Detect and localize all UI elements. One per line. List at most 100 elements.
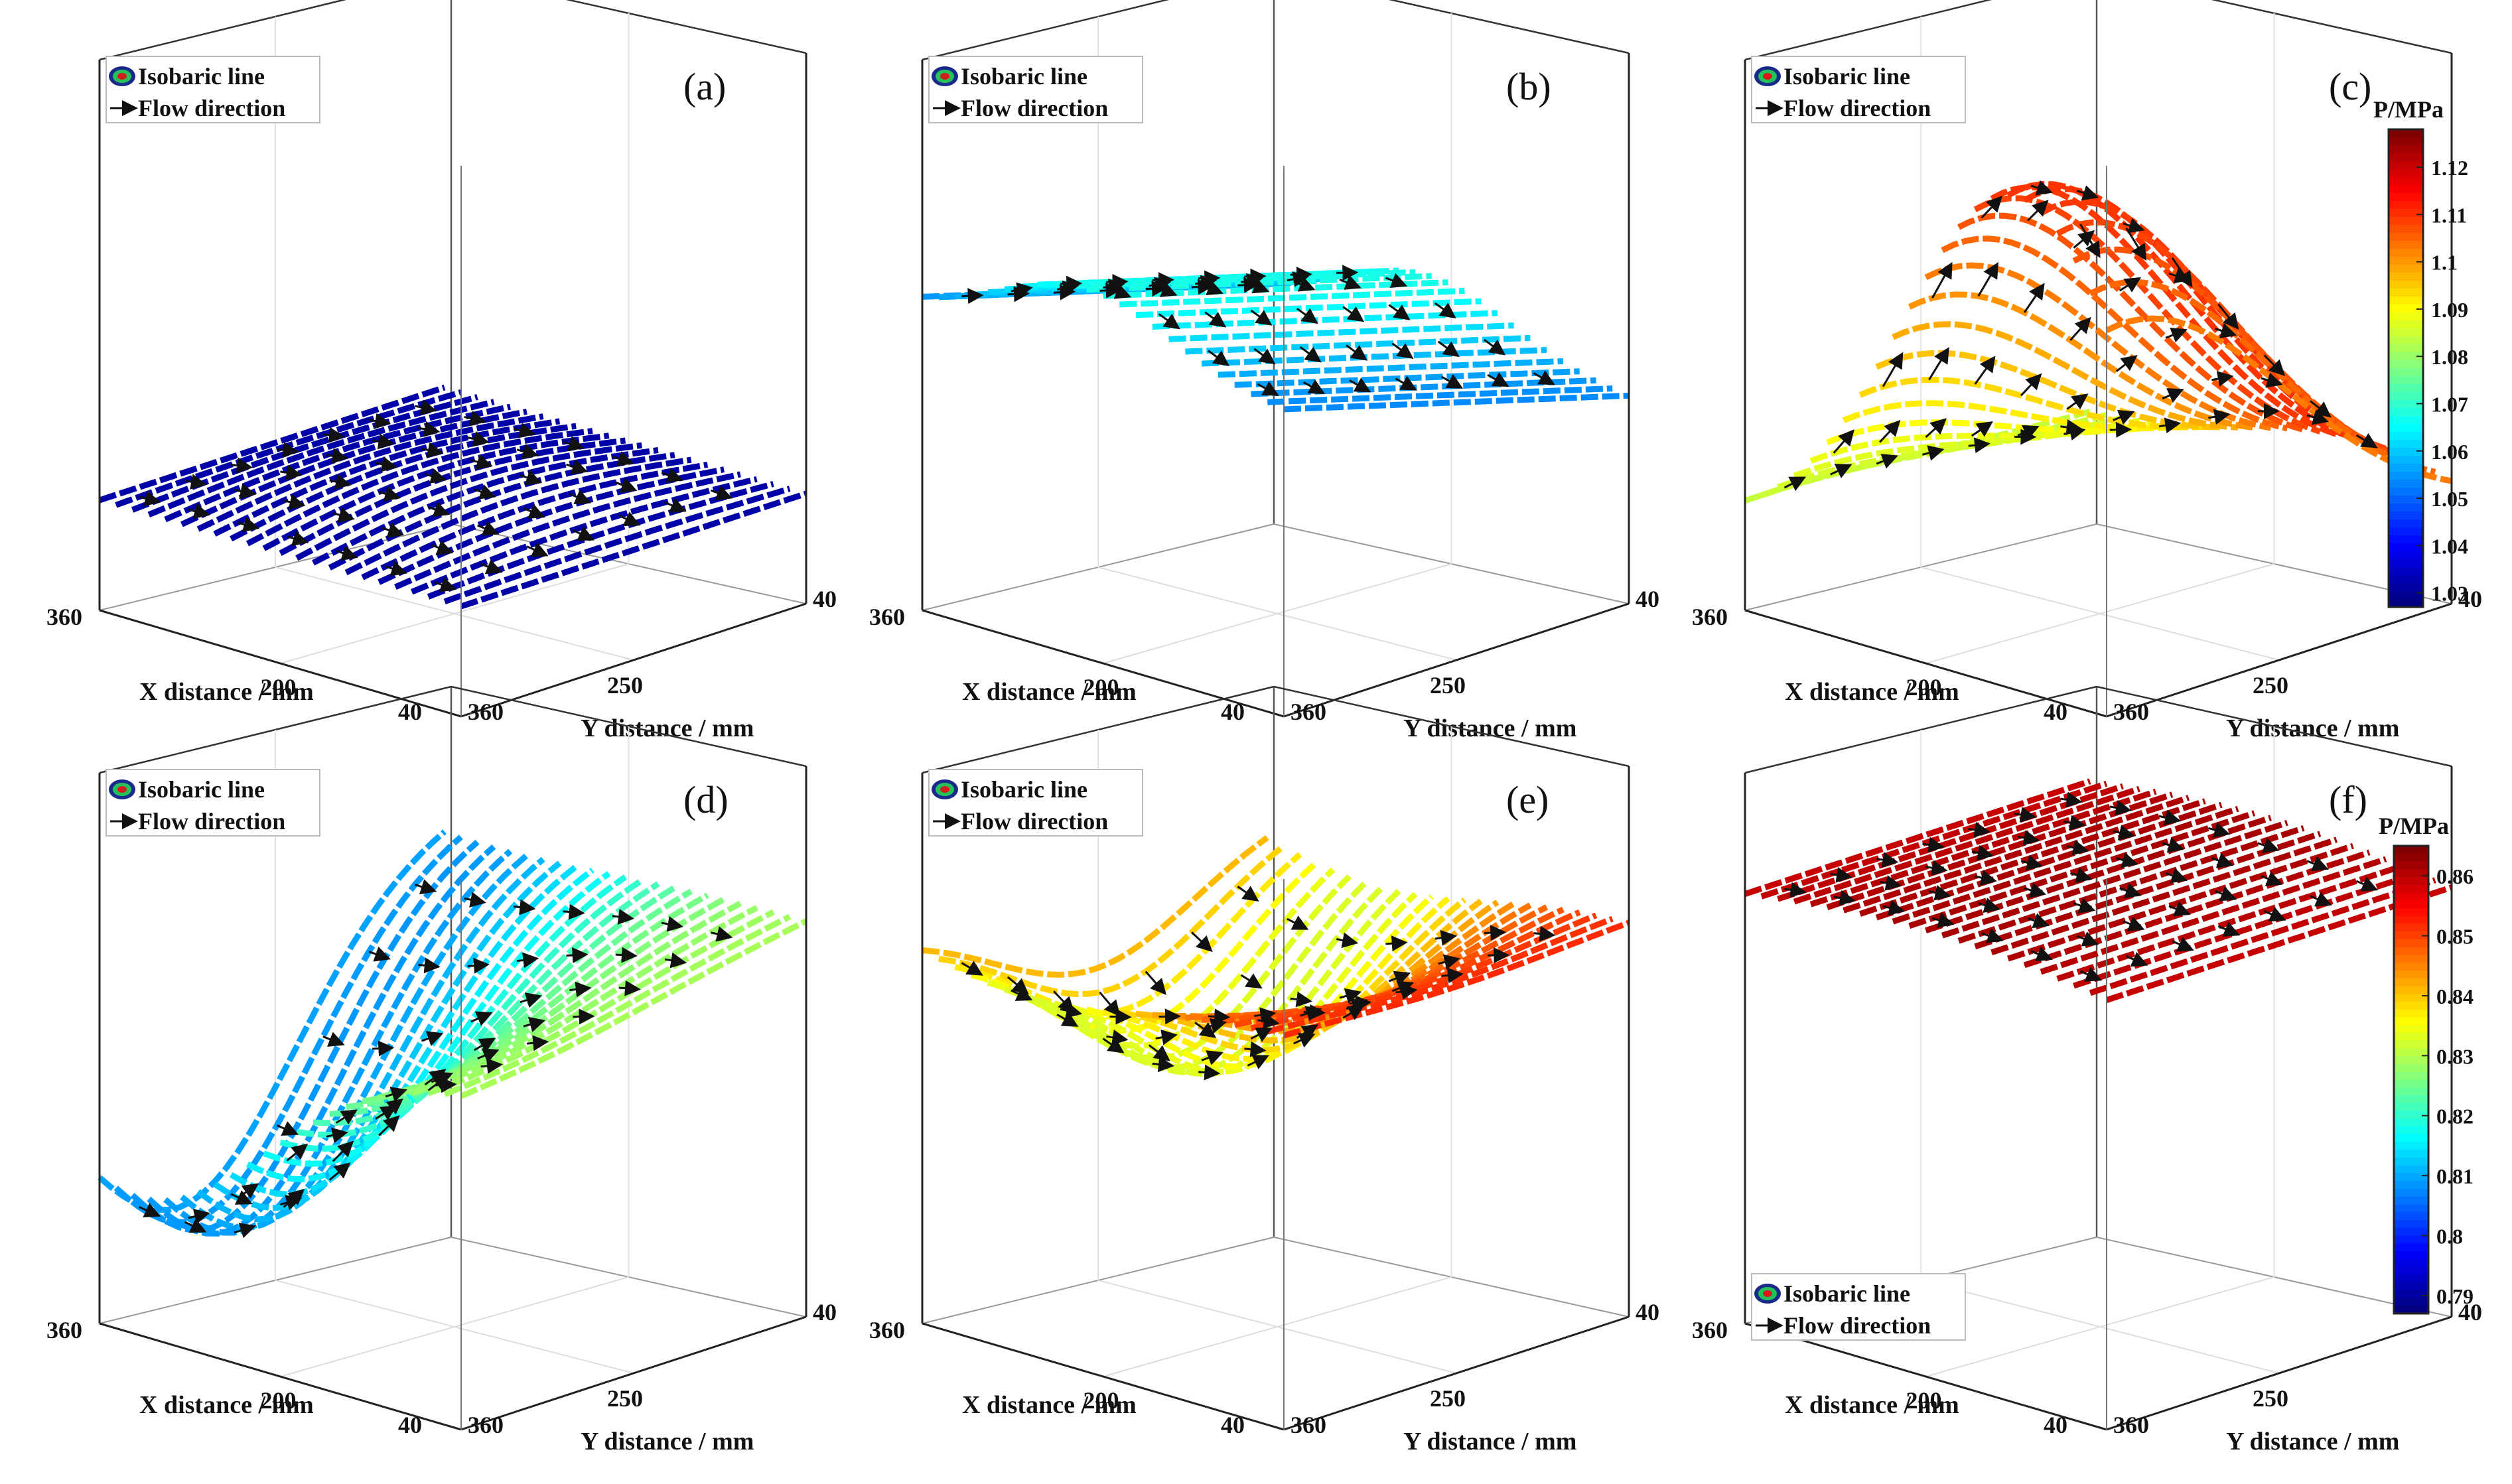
flow-arrow [664, 952, 687, 969]
isobaric-line [2089, 279, 2436, 475]
front-right-floor-edge [1283, 602, 1630, 718]
flow-arrow [1978, 897, 2000, 913]
colorbar-segment [2394, 1087, 2428, 1096]
flow-arrow [1878, 419, 1901, 443]
colorbar-segment [2389, 527, 2423, 536]
colorbar-segment [2389, 599, 2423, 608]
flow-arrow [565, 459, 589, 475]
colorbar-segment [2389, 129, 2423, 138]
flow-arrow [2211, 371, 2234, 387]
isobaric-line [1925, 815, 2272, 933]
colorbar-segment [2389, 201, 2423, 210]
isobaric-line [987, 867, 1336, 1049]
colorbar-segment [2389, 241, 2423, 249]
colorbar-segment [2389, 352, 2423, 361]
flow-arrow [2027, 913, 2050, 929]
isobaric-line [311, 447, 659, 566]
flow-arrow [2063, 425, 2086, 441]
flow-arrow [1484, 338, 1506, 356]
flow-arrow [427, 502, 451, 517]
flow-arrow [520, 992, 543, 1008]
flow-arrow [385, 1087, 407, 1103]
flow-arrow [1244, 268, 1267, 285]
isobaric-line [1908, 291, 2255, 431]
flow-arrow [1253, 348, 1276, 365]
colorbar-segment [2394, 963, 2428, 971]
legend-isobaric-label: Isobaric line [961, 63, 1087, 90]
colorbar-segment [2394, 978, 2428, 987]
isobaric-line [460, 918, 808, 1099]
flow-arrow [434, 576, 457, 592]
isobaric-line [1777, 783, 2124, 902]
legend: Isobaric line Flow direction [1751, 56, 1966, 123]
flow-arrow [2158, 809, 2182, 826]
y-axis-label: Y distance / mm [581, 714, 754, 742]
flow-arrow [961, 288, 984, 304]
isobaric-line [922, 835, 1269, 978]
colorbar-title: P/MPa [2379, 813, 2449, 839]
flow-arrow [139, 490, 161, 507]
front-right-floor-edge [460, 1315, 807, 1431]
flow-arrow [520, 470, 542, 486]
flow-arrow [1339, 988, 1362, 1004]
flow-arrow [332, 507, 355, 523]
colorbar-segment [2389, 360, 2423, 369]
colorbar-segment [2394, 1266, 2428, 1276]
flow-arrow [2067, 840, 2089, 856]
flow-arrow [378, 486, 401, 502]
isobaric-line [1924, 262, 2272, 431]
flow-arrow [2257, 838, 2280, 853]
front-right-floor-edge [1283, 1315, 1630, 1431]
flow-arrow [563, 904, 585, 920]
isobaric-line [1777, 415, 2124, 490]
x-tick-label: 360 [869, 604, 905, 630]
flow-arrow [615, 478, 638, 493]
flow-arrow [1395, 983, 1418, 1000]
flow-arrow [2207, 822, 2231, 838]
flow-arrow [1158, 313, 1180, 330]
colorbar-segment [2394, 1025, 2428, 1034]
colorbar-tick-label: 1.07 [2431, 392, 2468, 416]
floor-grid-line [1097, 1280, 1457, 1374]
colorbar-tick-label: 0.8 [2436, 1225, 2463, 1248]
colorbar-segment [2389, 257, 2423, 265]
flow-arrow [2060, 791, 2083, 808]
panel-e: 360 200 40 360 250 40 X distance / mm Y distanc… [869, 685, 1659, 1455]
isobaric-line [213, 418, 561, 537]
flow-arrow [368, 413, 391, 429]
isobaric-line [296, 878, 644, 1138]
y-axis-label: Y distance / mm [581, 1428, 754, 1455]
flow-arrow [1342, 306, 1365, 322]
isobaric-line [460, 490, 807, 610]
colorbar-segment [2394, 1258, 2428, 1268]
flow-arrow [2306, 856, 2329, 872]
isobaric-legend-icon-core [117, 786, 127, 793]
colorbar-segment [2394, 1040, 2428, 1049]
panel-d: 360 200 40 360 250 40 X distance / mm Y distanc… [46, 685, 837, 1455]
colorbar-tick-label: 1.08 [2431, 345, 2468, 369]
colorbar-segment [2389, 328, 2423, 337]
flow-arrow [1968, 821, 1990, 838]
colorbar-segment [2389, 456, 2423, 464]
pressure-surface [1744, 180, 2452, 504]
flow-arrow [1240, 973, 1263, 989]
isobaric-line [1267, 385, 1613, 405]
y-tick-label: 360 [468, 1412, 504, 1438]
flow-arrow [326, 1127, 348, 1144]
isobaric-line [98, 384, 446, 504]
flow-arrow [1302, 379, 1326, 395]
colorbar-segment [2394, 1306, 2428, 1314]
flow-arrow [1257, 381, 1279, 396]
colorbar-segment [2389, 312, 2423, 321]
isobaric-line [344, 456, 692, 576]
flow-arrow [2026, 200, 2049, 222]
colorbar-tick-label: 1.12 [2431, 156, 2468, 180]
flow-arrow [612, 909, 634, 925]
colorbar-tick-label: 0.82 [2436, 1105, 2474, 1128]
flow-arrow [2310, 892, 2332, 907]
colorbar-segment [2389, 551, 2423, 560]
colorbar-segment [2389, 480, 2423, 488]
legend-isobaric-label: Isobaric line [961, 776, 1087, 803]
flow-arrow [1876, 852, 1899, 868]
colorbar-tick-label: 1.03 [2431, 582, 2468, 606]
